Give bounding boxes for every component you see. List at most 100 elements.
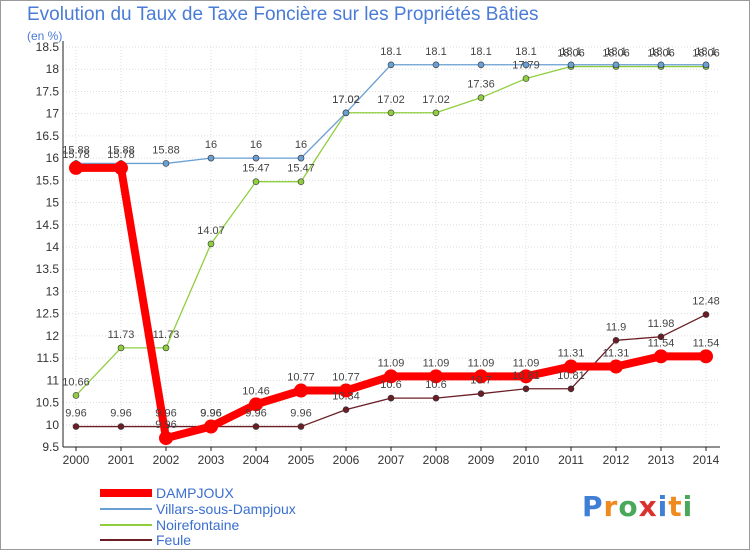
y-tick-label: 9.5 [42,440,59,454]
data-point-noirefontaine [72,392,80,399]
data-label-villars-sous-dampjoux: 18.1 [470,46,491,58]
data-label-feule: 11.9 [606,321,627,333]
data-point-feule [477,390,485,397]
data-label-feule: 10.6 [425,379,446,391]
data-point-feule [72,423,80,430]
y-tick-label: 13 [46,284,60,298]
data-label-feule: 9.96 [290,408,311,420]
data-label-feule: 9.96 [200,408,221,420]
data-point-dampjoux [564,359,578,374]
data-label-dampjoux: 10.77 [332,372,360,384]
data-point-noirefontaine [162,344,170,352]
x-tick-label: 2001 [108,453,135,467]
data-point-villars-sous-dampjoux [252,154,260,162]
x-tick-label: 2014 [693,453,720,467]
x-tick-label: 2011 [558,453,584,467]
legend-label-villars: Villars-sous-Dampjoux [156,501,296,517]
data-label-villars-sous-dampjoux: 18.1 [695,46,716,58]
data-label-dampjoux: 11.54 [648,337,675,349]
x-tick-label: 2010 [513,453,540,467]
data-label-noirefontaine: 18.06 [692,48,720,60]
data-label-dampjoux: 15.78 [62,149,90,161]
data-label-noirefontaine: 18.06 [647,48,675,60]
data-label-feule: 10.81 [557,370,585,382]
y-tick-label: 12 [46,329,60,343]
data-point-feule [702,311,710,318]
y-tick-label: 10.5 [36,396,60,410]
data-point-villars-sous-dampjoux [522,61,530,69]
data-point-noirefontaine [387,109,395,117]
data-label-feule: 9.96 [155,408,176,420]
data-point-villars-sous-dampjoux [567,61,575,69]
data-label-noirefontaine: 17.02 [332,94,360,106]
y-tick-label: 17.5 [36,84,60,98]
data-label-feule: 11.98 [648,318,675,330]
y-tick-label: 12.5 [36,307,60,321]
data-point-feule [252,423,260,430]
legend-swatch-feule [100,539,152,541]
data-label-villars-sous-dampjoux: 16 [250,139,262,151]
data-label-dampjoux: 11.31 [603,348,630,360]
data-point-dampjoux [249,397,263,412]
data-label-villars-sous-dampjoux: 15.88 [152,144,180,156]
y-tick-label: 18.5 [36,40,60,54]
data-point-feule [342,406,350,413]
data-label-dampjoux: 11.09 [378,357,405,369]
data-point-dampjoux [699,349,713,364]
y-tick-label: 16.5 [36,129,60,143]
data-point-dampjoux [654,349,668,364]
data-point-villars-sous-dampjoux [432,61,440,69]
data-point-dampjoux [114,160,128,175]
data-point-dampjoux [69,160,83,175]
data-label-villars-sous-dampjoux: 18.1 [650,46,671,58]
data-label-villars-sous-dampjoux: 16 [295,139,307,151]
y-tick-label: 18 [46,62,60,76]
data-point-feule [612,337,620,344]
data-point-villars-sous-dampjoux [702,61,710,69]
data-label-dampjoux: 9.96 [200,408,221,420]
legend-swatch-villars [100,508,152,510]
data-point-noirefontaine [117,344,125,352]
data-label-villars-sous-dampjoux: 18.1 [515,46,536,58]
data-point-villars-sous-dampjoux [162,160,170,167]
data-label-noirefontaine: 17.02 [377,94,405,106]
data-label-noirefontaine: 17.79 [512,60,540,72]
data-point-feule [387,394,395,402]
data-point-dampjoux [204,419,218,434]
data-point-villars-sous-dampjoux [207,154,215,162]
legend-label-feule: Feule [156,532,192,548]
data-label-villars-sous-dampjoux: 15.88 [62,144,90,156]
x-tick-label: 2003 [198,453,225,467]
legend-label-noirefontaine: Noirefontaine [156,517,240,533]
page-title: Evolution du Taux de Taxe Foncière sur l… [27,4,539,25]
data-point-villars-sous-dampjoux [342,109,350,117]
data-point-feule [657,333,665,341]
data-point-feule [117,423,125,430]
data-point-dampjoux [474,369,488,384]
proxiti-logo: Proxiti [582,490,694,523]
unit-label: (en %) [27,29,63,43]
y-tick-label: 11 [47,373,60,387]
data-label-villars-sous-dampjoux: 18.1 [380,46,401,58]
data-label-noirefontaine: 15.47 [287,163,315,175]
data-label-villars-sous-dampjoux: 18.1 [425,46,446,58]
x-tick-label: 2000 [63,453,90,467]
data-label-noirefontaine: 11.73 [153,329,180,341]
data-label-noirefontaine: 18.06 [602,48,630,60]
data-label-noirefontaine: 17.36 [467,79,495,91]
data-label-noirefontaine: 10.66 [62,376,90,388]
data-point-feule [522,385,530,393]
y-tick-label: 16 [46,151,60,165]
data-point-feule [432,394,440,402]
y-tick-label: 15.5 [36,173,60,187]
x-tick-label: 2012 [603,453,630,467]
data-point-villars-sous-dampjoux [612,61,620,69]
data-label-feule: 10.6 [380,379,401,391]
x-tick-label: 2004 [243,453,270,467]
data-point-feule [297,423,305,430]
data-label-noirefontaine: 11.73 [108,329,135,341]
data-label-feule: 10.7 [470,375,491,387]
legend-swatch-noirefontaine [100,524,152,526]
data-point-noirefontaine [432,109,440,117]
data-label-noirefontaine: 15.47 [242,163,270,175]
